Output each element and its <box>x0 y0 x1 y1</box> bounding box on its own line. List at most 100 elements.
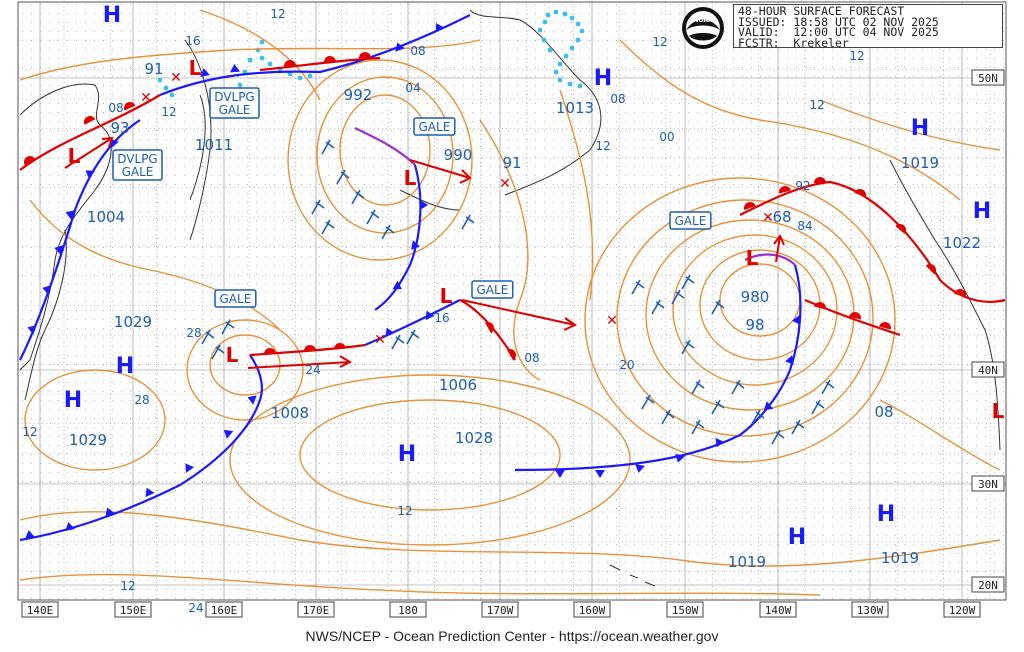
noaa-logo: NOAA <box>682 7 724 49</box>
longitude-label: 140E <box>21 601 59 618</box>
warm-front-semicircle <box>814 177 826 183</box>
cold-front <box>364 299 461 347</box>
cold-front-triangle <box>635 464 645 473</box>
isobar-value-label: 93 <box>110 119 129 137</box>
svg-text:DVLPG: DVLPG <box>214 90 254 104</box>
ice-dot <box>569 15 575 21</box>
cold-front-triangle <box>42 285 52 295</box>
cold-front-triangle <box>595 470 605 478</box>
svg-text:GALE: GALE <box>122 165 154 179</box>
low-pressure-value: 992 <box>344 86 373 104</box>
svg-text:140E: 140E <box>27 604 54 617</box>
ice-dot <box>247 57 253 63</box>
warning-label: GALE <box>214 289 257 308</box>
warm-front-semicircle <box>879 322 891 330</box>
warm-front <box>259 56 381 72</box>
wind-barb <box>321 219 335 235</box>
low-pressure-symbol: L <box>226 343 239 367</box>
issued-time: 18:58 UTC 02 NOV 2025 <box>793 14 939 29</box>
latitude-label: 40N <box>971 361 1005 378</box>
high-pressure-symbol: H <box>103 3 121 28</box>
cold-front-triangle <box>675 453 685 463</box>
warning-label: GALE <box>413 117 456 136</box>
valid-time: 12:00 UTC 04 NOV 2025 <box>793 25 939 40</box>
cold-front <box>159 14 471 97</box>
map-labels: HH1013H1019H1022H1029H1029H1028H1019H101… <box>22 3 1004 615</box>
wind-barb <box>366 209 380 225</box>
cold-front-triangle <box>435 23 445 33</box>
warm-front-semicircle <box>925 264 936 275</box>
cold-front-triangle <box>425 310 435 321</box>
warm-front-semicircle <box>359 52 371 59</box>
isobar-value-label: 12 <box>22 425 37 439</box>
isobar-value-label: 12 <box>652 35 667 49</box>
ice-dot <box>297 75 303 81</box>
latitude-label: 20N <box>971 576 1005 593</box>
cold-front-triangle <box>395 42 405 52</box>
warm-front-semicircle <box>485 322 494 334</box>
isobar-value-label: 12 <box>270 7 285 21</box>
wind-barb <box>391 334 405 350</box>
wind-barb <box>336 169 350 185</box>
low-pressure-value: 1008 <box>271 404 309 422</box>
high-pressure-symbol: H <box>973 199 991 224</box>
low-pressure-value: 1004 <box>87 208 125 226</box>
isobar-value-label: 12 <box>120 579 135 593</box>
low-pressure-symbol: L <box>440 284 453 308</box>
svg-text:GALE: GALE <box>675 214 707 228</box>
high-pressure-symbol: H <box>594 66 612 91</box>
svg-text:20N: 20N <box>978 579 998 592</box>
cold-front <box>514 264 802 472</box>
isobar-value-label: 08 <box>108 101 123 115</box>
svg-text:160E: 160E <box>211 604 238 617</box>
front-symbols <box>24 23 966 539</box>
wind-barb <box>651 299 665 315</box>
isobar-value-label: 08 <box>410 44 425 58</box>
warm-front <box>19 94 161 171</box>
low-pressure-value: 980 <box>741 288 770 306</box>
warning-label: GALE <box>669 211 712 230</box>
warm-front-semicircle <box>334 343 346 350</box>
ice-dot <box>307 73 313 79</box>
low-pressure-value: 990 <box>444 146 473 164</box>
longitude-label: 160W <box>573 601 611 618</box>
ice-dot <box>575 21 581 27</box>
cold-front-triangle <box>792 315 801 325</box>
longitude-label: 170E <box>297 601 335 618</box>
cold-front-triangle <box>54 245 64 255</box>
isobar-value-label: 92 <box>795 179 810 193</box>
cold-front-triangle <box>27 325 37 335</box>
wind-barb <box>681 274 695 290</box>
cold-front-triangle <box>223 429 234 439</box>
isobar-value-label: 68 <box>772 208 791 226</box>
low-pressure-value: 1011 <box>195 136 233 154</box>
noaa-logo-text: NOAA <box>693 17 713 24</box>
cold-front-triangle <box>385 327 395 338</box>
cold-front-triangle <box>411 240 420 250</box>
warm-front-semicircle <box>264 348 276 355</box>
wind-barb <box>461 214 475 230</box>
forecaster-line: FCSTR: Krekeler <box>738 37 1002 49</box>
isobar-value-label: 84 <box>797 219 812 233</box>
isobar-value-label: 12 <box>161 105 176 119</box>
wind-barb <box>671 289 685 305</box>
center-x-mark: ✕ <box>374 332 386 348</box>
high-pressure-symbol: H <box>788 525 806 550</box>
ice-dot <box>575 37 581 43</box>
wind-barb <box>811 399 825 415</box>
high-pressure-symbol: H <box>64 388 82 413</box>
svg-text:GALE: GALE <box>477 283 509 297</box>
isobar-value-label: 24 <box>305 363 320 377</box>
cold-front-triangle <box>555 470 565 478</box>
cold-front-triangle <box>105 507 115 517</box>
wind-barb <box>691 419 705 435</box>
longitude-label: 130W <box>851 601 889 618</box>
aleutians <box>399 189 461 211</box>
low-pressure-symbol: L <box>189 56 202 80</box>
wind-barb <box>351 189 365 205</box>
latitude-label: 50N <box>971 69 1005 86</box>
warm-front <box>739 180 1006 303</box>
high-pressure-value: 1022 <box>943 234 981 252</box>
